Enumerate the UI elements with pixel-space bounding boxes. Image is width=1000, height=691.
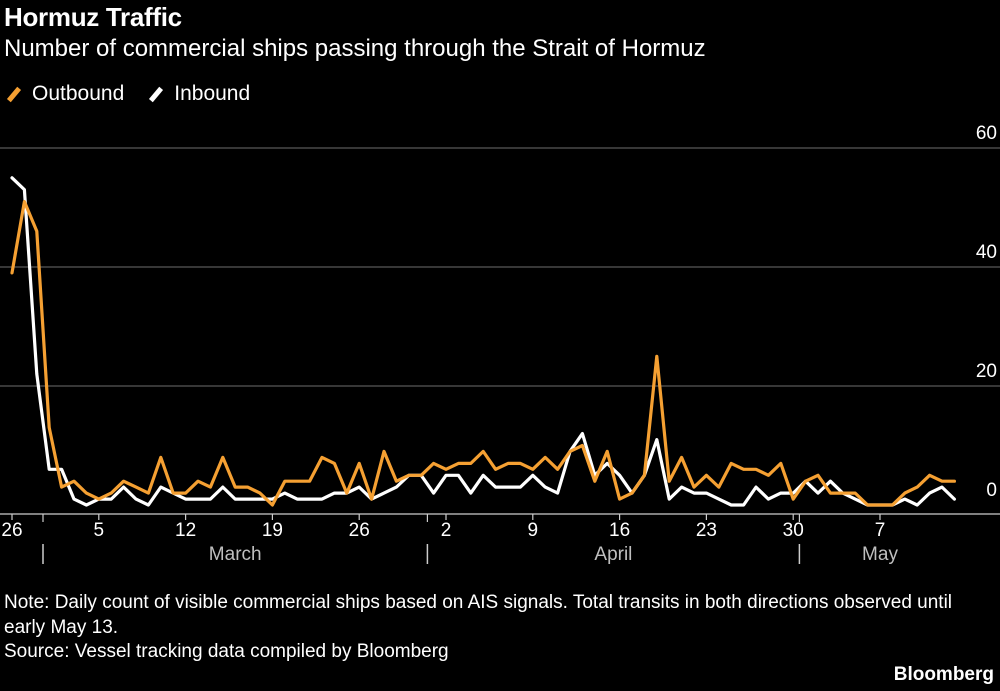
y-tick-label-40: 40 xyxy=(976,242,997,263)
month-label-may: May xyxy=(862,544,898,565)
month-label-march: March xyxy=(209,544,262,565)
legend: Outbound Inbound xyxy=(4,82,272,106)
legend-label-outbound: Outbound xyxy=(32,82,125,105)
y-tick-label-0: 0 xyxy=(986,480,997,501)
x-tick-label-7: 16 xyxy=(609,520,630,541)
x-tick-label-1: 5 xyxy=(94,520,105,541)
chart-source: Source: Vessel tracking data compiled by… xyxy=(4,641,449,662)
x-tick-label-4: 26 xyxy=(349,520,370,541)
legend-item-outbound: Outbound xyxy=(4,82,124,106)
brand-logo: Bloomberg xyxy=(893,664,994,685)
x-tick-label-3: 19 xyxy=(262,520,283,541)
x-tick-label-8: 23 xyxy=(696,520,717,541)
y-tick-label-60: 60 xyxy=(976,123,997,144)
legend-swatch-outbound xyxy=(6,86,22,102)
chart-note: Note: Daily count of visible commercial … xyxy=(4,592,953,638)
x-tick-label-10: 7 xyxy=(875,520,886,541)
y-tick-label-20: 20 xyxy=(976,361,997,382)
series-line-inbound xyxy=(10,176,957,507)
x-tick-label-2: 12 xyxy=(175,520,196,541)
x-tick-label-6: 9 xyxy=(528,520,539,541)
month-label-april: April xyxy=(594,544,632,565)
chart-subtitle: Number of commercial ships passing throu… xyxy=(4,35,706,62)
line-chart: 0 20 40 60 26 5 12 19 26 2 9 16 23 30 7 March April May xyxy=(0,123,1000,565)
chart-title: Hormuz Traffic xyxy=(4,2,182,32)
x-tick-label-5: 2 xyxy=(441,520,452,541)
legend-item-inbound: Inbound xyxy=(146,82,250,106)
series-line-outbound xyxy=(10,200,957,507)
legend-swatch-inbound xyxy=(149,86,164,102)
x-tick-label-0: 26 xyxy=(1,520,22,541)
legend-label-inbound: Inbound xyxy=(174,82,251,105)
x-tick-label-9: 30 xyxy=(783,520,804,541)
